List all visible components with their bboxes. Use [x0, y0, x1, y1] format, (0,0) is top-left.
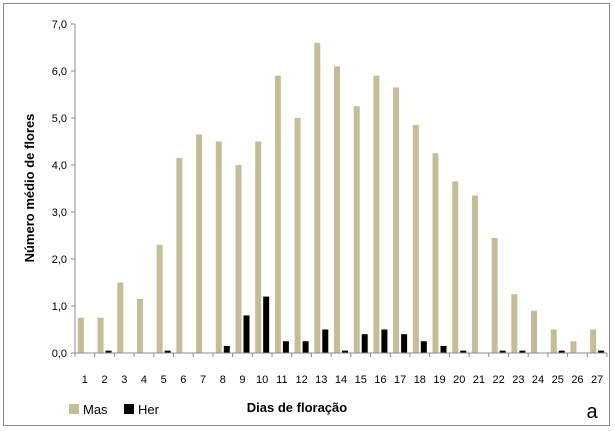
x-tick-label: 9 [239, 374, 245, 386]
x-tick-label: 1 [82, 374, 88, 386]
y-tick-label: 0,0 [52, 348, 67, 360]
bar-mas-17 [393, 87, 400, 353]
y-tick-label: 1,0 [52, 301, 67, 313]
bars [74, 42, 608, 357]
y-tick-labels: 0,0 1,0 2,0 3,0 4,0 5,0 6,0 7,0 [52, 19, 67, 360]
y-tick-label: 4,0 [52, 160, 67, 172]
x-tick-label: 14 [335, 374, 347, 386]
bar-mas-11 [274, 75, 281, 353]
legend-label-mas: Mas [83, 402, 108, 417]
y-tick-marks [71, 23, 75, 354]
bar-her-22 [499, 350, 506, 353]
x-tick-label: 7 [200, 374, 206, 386]
x-tick-label: 11 [276, 374, 287, 386]
x-tick-label: 12 [295, 374, 307, 386]
bar-mas-18 [412, 125, 419, 353]
x-tick-labels: 1 2 3 4 5 6 7 8 9 10 11 12 13 14 15 16 17 18 19 20 21 22 23 24 2… [82, 374, 603, 386]
bar-her-27 [598, 350, 605, 353]
x-tick-label: 25 [552, 374, 564, 386]
x-tick-label: 24 [532, 374, 544, 386]
bar-mas-20 [452, 181, 459, 353]
bar-her-8 [223, 345, 230, 353]
bar-mas-26 [570, 341, 577, 353]
x-tick-label: 6 [180, 374, 186, 386]
x-tick-label: 3 [121, 374, 127, 386]
x-tick-label: 4 [141, 374, 147, 386]
legend-label-her: Her [138, 402, 160, 417]
bar-her-13 [322, 329, 329, 353]
bar-her-11 [282, 341, 289, 353]
bar-mas-14 [334, 66, 340, 354]
y-tick-label: 7,0 [52, 19, 67, 31]
x-tick-label: 19 [433, 374, 445, 386]
bar-mas-24 [531, 310, 538, 353]
bar-her-18 [420, 341, 427, 353]
x-tick-label: 21 [473, 374, 485, 386]
bar-mas-22 [491, 237, 498, 353]
y-tick-label: 5,0 [52, 113, 67, 125]
bar-mas-25 [550, 329, 557, 353]
x-axis-title: Dias de floração [247, 400, 347, 415]
x-tick-label: 10 [256, 374, 268, 386]
x-tick-label: 27 [591, 374, 603, 386]
bar-mas-27 [590, 329, 597, 353]
bar-mas-16 [373, 75, 380, 353]
bar-her-15 [361, 334, 368, 353]
x-tick-label: 2 [101, 374, 107, 386]
bar-mas-12 [294, 118, 301, 353]
y-tick-label: 2,0 [52, 254, 67, 266]
bar-mas-1 [77, 317, 84, 353]
y-tick-label: 6,0 [52, 66, 67, 78]
bar-her-2 [105, 350, 112, 353]
bar-mas-3 [117, 282, 124, 353]
x-tick-label: 5 [161, 374, 167, 386]
bar-mas-8 [215, 141, 222, 353]
bar-mas-6 [176, 157, 183, 353]
bar-mas-13 [314, 42, 321, 354]
x-tick-label: 13 [315, 374, 327, 386]
x-tick-label: 16 [374, 374, 386, 386]
x-tick-label: 26 [571, 374, 583, 386]
bar-her-20 [460, 350, 467, 353]
bar-mas-10 [255, 141, 262, 353]
legend-swatch-mas [69, 404, 79, 414]
bar-mas-9 [235, 165, 242, 353]
x-tick-label: 17 [394, 374, 406, 386]
bar-mas-15 [353, 106, 360, 353]
x-tick-label: 15 [355, 374, 367, 386]
bar-her-19 [440, 345, 447, 353]
legend-swatch-her [124, 404, 134, 414]
bar-her-16 [381, 329, 388, 353]
bar-mas-23 [511, 294, 518, 353]
bar-her-17 [401, 334, 408, 353]
bar-mas-7 [196, 134, 203, 353]
bar-mas-4 [136, 298, 143, 353]
legend: Mas Her [69, 402, 160, 417]
bar-her-9 [243, 315, 250, 353]
bar-her-10 [263, 296, 270, 353]
y-tick-label: 3,0 [52, 207, 67, 219]
bar-her-14 [342, 350, 348, 353]
x-tick-label: 8 [220, 374, 226, 386]
bar-mas-2 [97, 317, 104, 353]
x-tick-label: 20 [453, 374, 465, 386]
x-tick-label: 23 [512, 374, 524, 386]
bar-her-12 [302, 341, 309, 353]
x-tick-label: 18 [414, 374, 426, 386]
y-axis-title: Número médio de flores [22, 114, 37, 263]
bar-her-25 [558, 350, 565, 353]
bar-mas-21 [471, 195, 478, 353]
bar-her-23 [519, 350, 526, 353]
bar-her-5 [164, 350, 171, 353]
bar-mas-5 [156, 244, 163, 353]
panel-label: a [586, 401, 598, 423]
x-tick-label: 22 [493, 374, 505, 386]
bar-mas-19 [432, 153, 439, 353]
